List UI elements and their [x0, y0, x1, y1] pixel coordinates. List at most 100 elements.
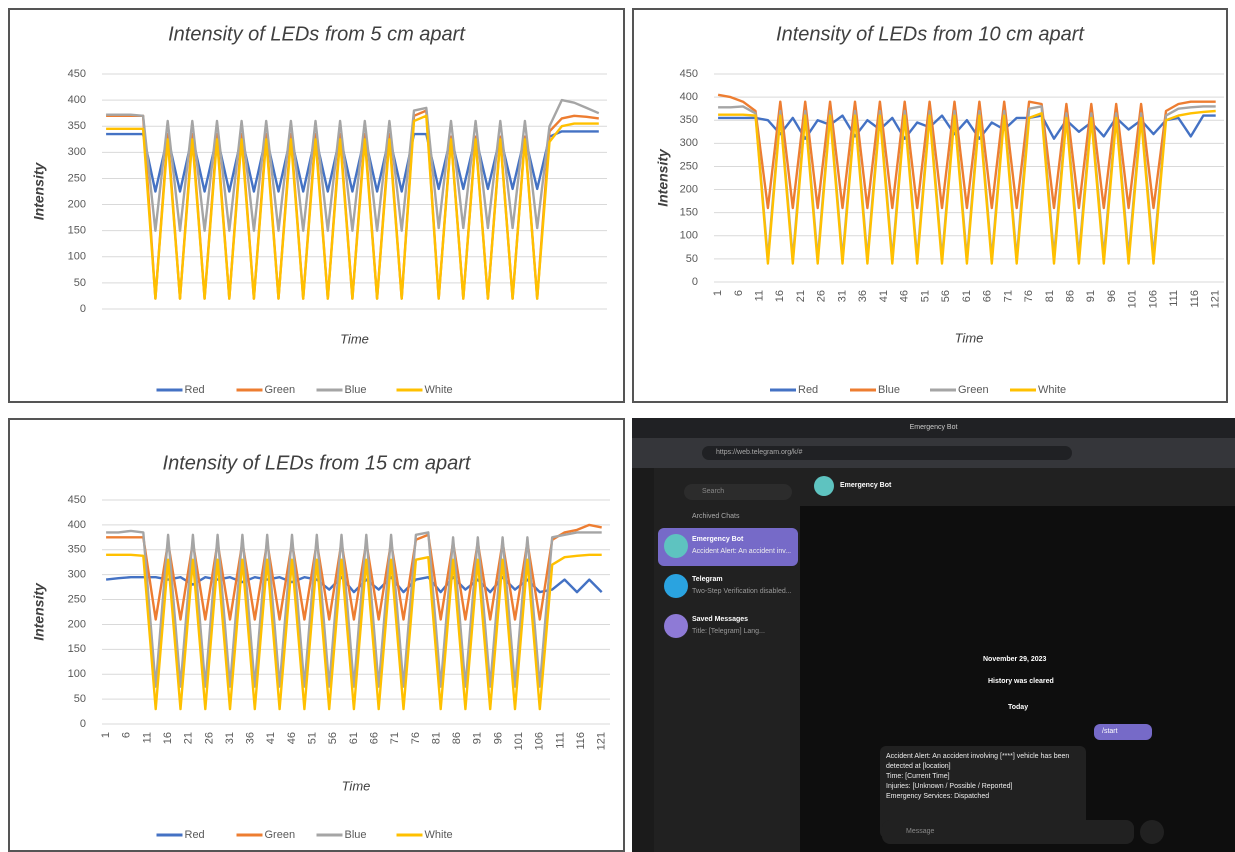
y-tick-label: 200: [68, 618, 86, 630]
tab-rail: [632, 468, 654, 852]
x-tick-label: 36: [857, 290, 869, 302]
x-tick-label: 26: [203, 732, 215, 744]
message-line: Accident Alert: An accident involving [*…: [886, 752, 1082, 772]
x-tick-label: 21: [795, 290, 807, 302]
x-tick-label: 6: [733, 290, 745, 296]
y-tick-label: 450: [680, 68, 698, 80]
x-tick-label: 51: [919, 290, 931, 302]
y-tick-label: 0: [692, 276, 698, 288]
x-axis-label: Time: [955, 330, 984, 345]
y-tick-label: 50: [74, 277, 86, 289]
x-tick-label: 56: [327, 732, 339, 744]
legend-label: Red: [185, 829, 205, 841]
x-tick-label: 46: [899, 290, 911, 302]
x-tick-label: 76: [410, 732, 422, 744]
y-axis-label: Intensity: [31, 162, 47, 221]
x-tick-label: 1: [100, 732, 112, 738]
x-tick-label: 106: [534, 732, 546, 750]
today: Today: [1002, 702, 1034, 713]
series-line: [106, 116, 599, 299]
chat-name[interactable]: Saved Messages: [692, 616, 748, 623]
y-tick-label: 250: [680, 160, 698, 172]
legend-label: Blue: [878, 384, 900, 396]
x-tick-label: 86: [1064, 290, 1076, 302]
x-tick-label: 91: [472, 732, 484, 744]
x-tick-label: 86: [451, 732, 463, 744]
legend-label: Red: [798, 384, 818, 396]
legend-label: White: [425, 829, 453, 841]
x-tick-label: 16: [162, 732, 174, 744]
series-line: [106, 577, 602, 592]
avatar: [814, 476, 834, 496]
y-tick-label: 100: [68, 251, 86, 263]
y-tick-label: 400: [680, 91, 698, 103]
x-tick-label: 91: [1085, 290, 1097, 302]
x-tick-label: 81: [430, 732, 442, 744]
x-axis-label: Time: [340, 331, 369, 346]
y-tick-label: 150: [68, 643, 86, 655]
x-tick-label: 111: [1168, 290, 1180, 307]
series-line: [718, 95, 1216, 208]
x-tick-label: 116: [575, 732, 587, 750]
x-tick-label: 61: [961, 290, 973, 302]
sidebar: [654, 468, 800, 852]
chart-title: Intensity of LEDs from 5 cm apart: [168, 23, 466, 45]
chart-title: Intensity of LEDs from 10 cm apart: [776, 23, 1085, 45]
y-tick-label: 200: [68, 198, 86, 210]
y-tick-label: 400: [68, 519, 86, 531]
series-line: [106, 531, 602, 687]
y-tick-label: 350: [68, 120, 86, 132]
chat-preview: Title: [Telegram] Lang...: [692, 628, 765, 635]
y-tick-label: 350: [680, 114, 698, 126]
chat-preview: Two-Step Verification disabled...: [692, 588, 792, 595]
y-tick-label: 400: [68, 94, 86, 106]
x-tick-label: 66: [368, 732, 380, 744]
y-tick-label: 300: [68, 569, 86, 581]
x-tick-label: 71: [1002, 290, 1014, 302]
input-placeholder: Message: [906, 828, 934, 835]
y-axis-label: Intensity: [31, 582, 47, 641]
y-tick-label: 150: [68, 225, 86, 237]
x-tick-label: 111: [554, 732, 566, 749]
search-box[interactable]: [684, 484, 792, 500]
series-line: [106, 100, 599, 231]
x-tick-label: 96: [1106, 290, 1118, 302]
y-tick-label: 150: [680, 207, 698, 219]
y-tick-label: 350: [68, 544, 86, 556]
message-line: Injuries: [Unknown / Possible / Reported…: [886, 782, 1082, 792]
y-tick-label: 200: [680, 183, 698, 195]
telegram-screenshot: Emergency Bot https://web.telegram.org/k…: [632, 418, 1235, 852]
archived-chats[interactable]: Archived Chats: [692, 513, 739, 520]
y-tick-label: 0: [80, 718, 86, 730]
x-tick-label: 31: [836, 290, 848, 302]
x-tick-label: 1: [712, 290, 724, 296]
avatar: [664, 574, 688, 598]
x-tick-label: 71: [389, 732, 401, 744]
y-tick-label: 100: [680, 230, 698, 242]
x-tick-label: 26: [816, 290, 828, 302]
x-tick-label: 11: [141, 732, 153, 743]
y-axis-label: Intensity: [655, 148, 671, 207]
y-tick-label: 0: [80, 303, 86, 315]
x-tick-label: 16: [774, 290, 786, 302]
x-tick-label: 41: [265, 732, 277, 744]
legend-label: Blue: [345, 829, 367, 841]
x-tick-label: 76: [1023, 290, 1035, 302]
mic-button[interactable]: [1140, 820, 1164, 844]
y-tick-label: 450: [68, 494, 86, 506]
chat-name[interactable]: Telegram: [692, 576, 723, 583]
series-line: [718, 111, 1216, 264]
x-tick-label: 96: [492, 732, 504, 744]
chart-panel: Intensity of LEDs from 5 cm apart Intensi…: [8, 8, 625, 403]
legend-label: Green: [265, 384, 296, 396]
x-tick-label: 21: [183, 732, 195, 744]
service-message: History was cleared: [982, 676, 1060, 687]
header-title: Emergency Bot: [840, 482, 891, 489]
message-body: Accident Alert: An accident involving [*…: [886, 752, 1082, 802]
avatar: [664, 614, 688, 638]
url: https://web.telegram.org/k/#: [716, 449, 802, 456]
legend-label: Blue: [345, 384, 367, 396]
legend-label: White: [1038, 384, 1066, 396]
y-tick-label: 450: [68, 68, 86, 80]
x-tick-label: 31: [224, 732, 236, 744]
